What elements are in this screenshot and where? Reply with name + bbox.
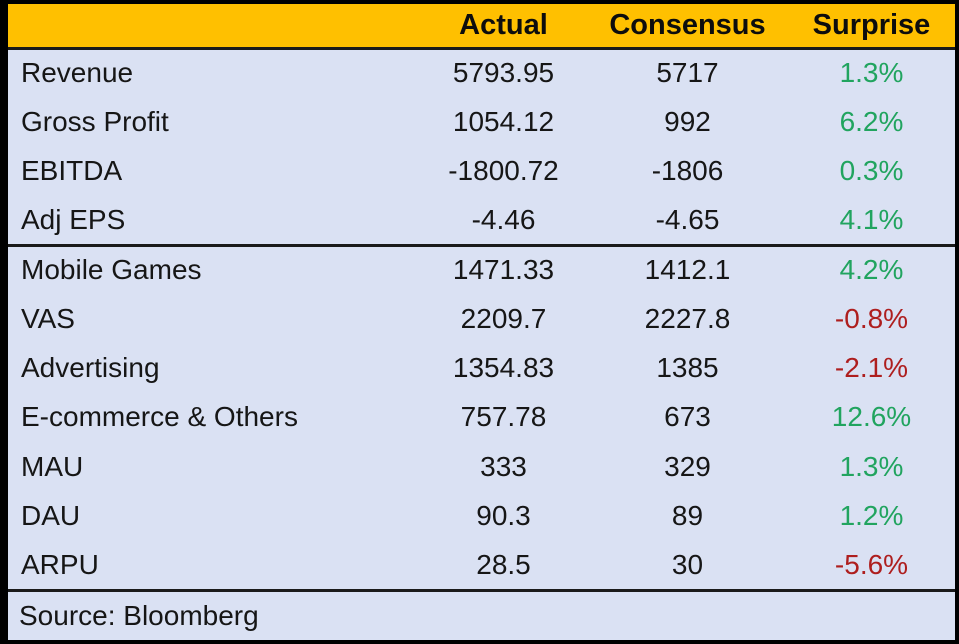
- row-label: Gross Profit: [21, 105, 169, 137]
- table-row-mau: MAU 333 329 1.3%: [8, 442, 955, 491]
- consensus-value: -1806: [651, 155, 724, 187]
- actual-value: -4.46: [420, 195, 587, 247]
- consensus-value: 992: [664, 105, 711, 137]
- consensus-value: 30: [587, 540, 788, 592]
- earnings-results-table: Actual Consensus Surprise Revenue 5793.9…: [8, 4, 955, 640]
- results-sheet: Actual Consensus Surprise Revenue 5793.9…: [8, 4, 955, 640]
- row-label: EBITDA: [21, 155, 123, 187]
- header-consensus: Consensus: [587, 4, 788, 50]
- consensus-value: 673: [664, 401, 711, 433]
- table-row-adj-eps: Adj EPS -4.46 -4.65 4.1%: [8, 195, 955, 247]
- consensus-value: 89: [671, 500, 704, 532]
- row-label: DAU: [21, 500, 81, 532]
- surprise-value: 4.2%: [839, 254, 904, 286]
- row-label: Mobile Games: [21, 254, 202, 286]
- row-label: E-commerce & Others: [21, 401, 298, 433]
- source-attribution: Source: Bloomberg: [8, 588, 955, 640]
- surprise-value: 1.2%: [839, 500, 904, 532]
- surprise-value: 1.3%: [839, 57, 904, 89]
- table-header: Actual Consensus Surprise: [8, 4, 955, 50]
- row-label: Revenue: [21, 57, 134, 89]
- actual-value: 333: [480, 450, 527, 482]
- actual-value: 1354.83: [452, 352, 555, 384]
- row-label: Advertising: [21, 352, 160, 384]
- row-label: Adj EPS: [8, 195, 420, 247]
- header-metric: [8, 4, 420, 50]
- actual-value: 757.78: [460, 401, 547, 433]
- table-row-arpu: ARPU 28.5 30 -5.6%: [8, 540, 955, 592]
- actual-value: -1800.72: [448, 155, 559, 187]
- header-actual: Actual: [420, 4, 587, 50]
- actual-value: 1471.33: [452, 254, 555, 286]
- surprise-value: -0.8%: [834, 302, 909, 334]
- surprise-value: 6.2%: [839, 105, 904, 137]
- table-footer: Source: Bloomberg: [8, 588, 955, 640]
- consensus-value: 1412.1: [644, 254, 731, 286]
- consensus-value: 329: [664, 450, 711, 482]
- consensus-value: -4.65: [587, 195, 788, 247]
- surprise-value: 0.3%: [839, 155, 904, 187]
- row-label: VAS: [21, 302, 75, 334]
- surprise-value: 12.6%: [831, 401, 912, 433]
- table-row-revenue: Revenue 5793.95 5717 1.3%: [8, 48, 955, 97]
- surprise-value: 1.3%: [839, 450, 904, 482]
- actual-value: 90.3: [476, 500, 531, 532]
- table-body: Revenue 5793.95 5717 1.3% Gross Profit 1…: [8, 48, 955, 592]
- actual-value: 1054.12: [452, 105, 555, 137]
- actual-value: 2209.7: [460, 302, 547, 334]
- actual-value: 5793.95: [452, 57, 555, 89]
- table-row-advertising: Advertising 1354.83 1385 -2.1%: [8, 344, 955, 393]
- header-surprise: Surprise: [788, 4, 955, 50]
- consensus-value: 5717: [656, 57, 719, 89]
- source-row: Source: Bloomberg: [8, 588, 955, 640]
- table-row-ecommerce: E-commerce & Others 757.78 673 12.6%: [8, 393, 955, 442]
- surprise-value: -2.1%: [834, 352, 909, 384]
- surprise-value: -5.6%: [788, 540, 955, 592]
- row-label: ARPU: [8, 540, 420, 592]
- row-label: MAU: [21, 450, 84, 482]
- consensus-value: 1385: [656, 352, 719, 384]
- header-row: Actual Consensus Surprise: [8, 4, 955, 50]
- surprise-value: 4.1%: [788, 195, 955, 247]
- consensus-value: 2227.8: [644, 302, 731, 334]
- table-row-dau: DAU 90.3 89 1.2%: [8, 491, 955, 540]
- table-row-mobile-games: Mobile Games 1471.33 1412.1 4.2%: [8, 245, 955, 294]
- table-row-gross-profit: Gross Profit 1054.12 992 6.2%: [8, 97, 955, 146]
- actual-value: 28.5: [420, 540, 587, 592]
- table-row-ebitda: EBITDA -1800.72 -1806 0.3%: [8, 147, 955, 196]
- table-row-vas: VAS 2209.7 2227.8 -0.8%: [8, 294, 955, 343]
